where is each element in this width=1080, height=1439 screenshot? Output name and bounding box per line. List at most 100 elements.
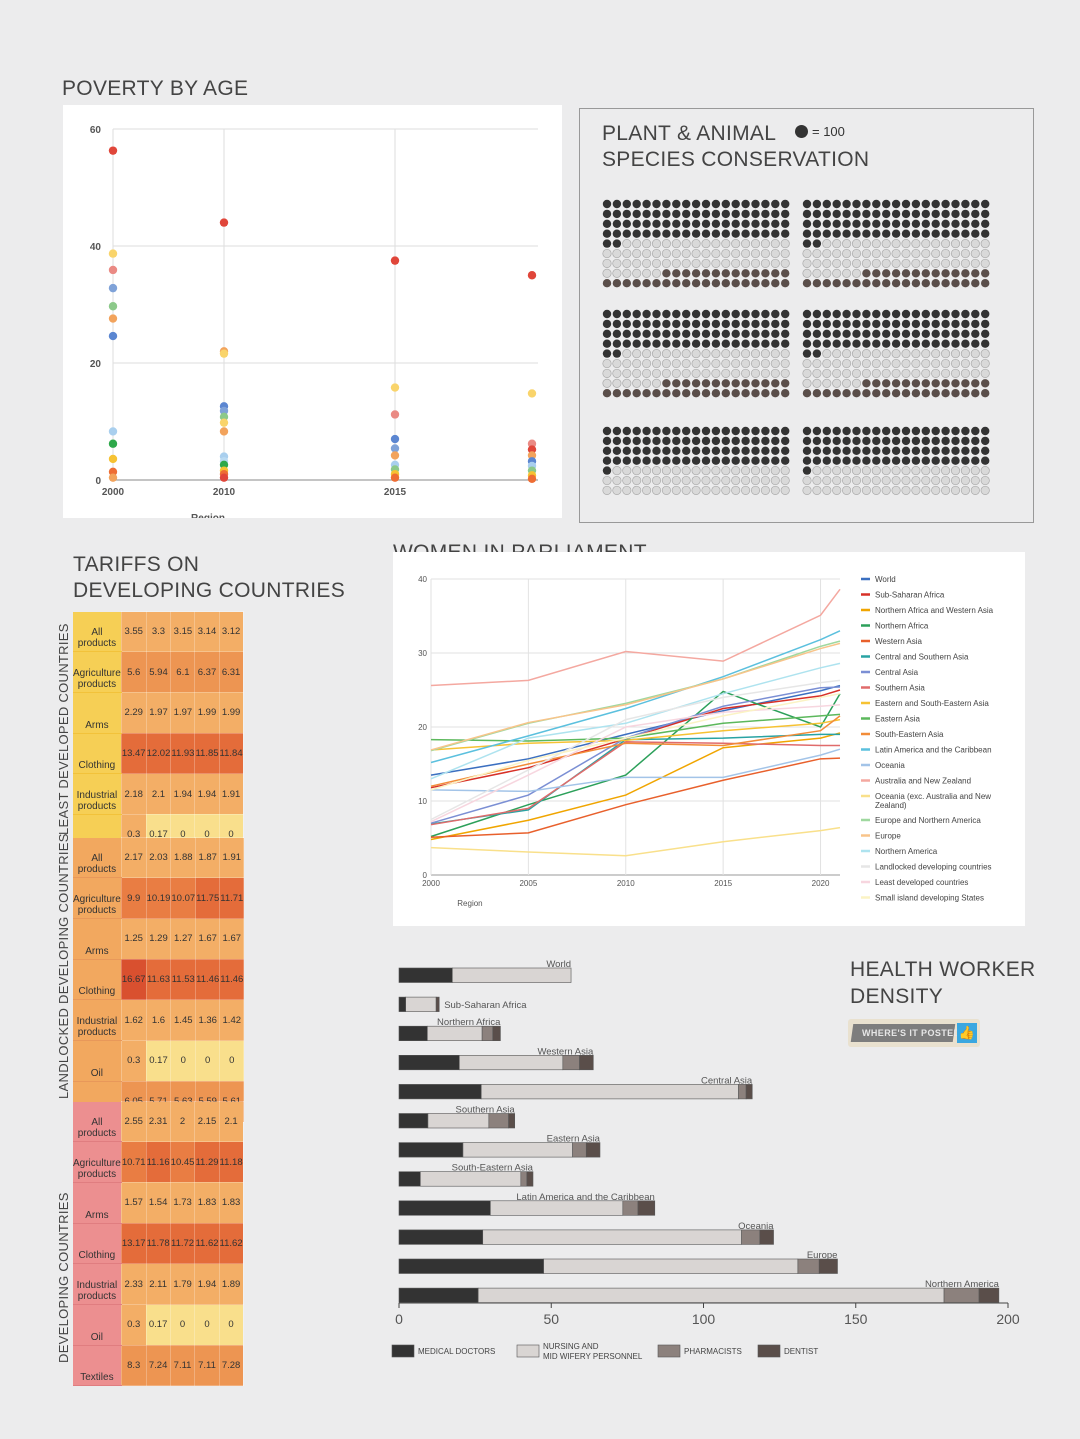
species-dot <box>701 475 711 486</box>
species-dot <box>780 349 790 359</box>
tariff-value-cell: 7.11 <box>169 1344 196 1387</box>
species-dot <box>622 475 632 486</box>
wheres-it-posted-badge[interactable]: WHERE'S IT POSTED? 👍 <box>848 1019 980 1047</box>
species-dot <box>672 389 681 398</box>
species-dot <box>931 358 941 369</box>
species-dot <box>682 209 691 219</box>
species-dot <box>781 426 790 436</box>
species-dot <box>711 279 721 288</box>
species-dot <box>682 456 691 465</box>
species-dot <box>731 436 740 446</box>
species-dot <box>911 319 921 329</box>
tariff-value-cell: 1.67 <box>219 918 245 960</box>
species-dot <box>652 309 661 319</box>
species-dot <box>901 349 911 359</box>
species-dot <box>852 456 861 465</box>
species-dot <box>711 349 721 359</box>
species-dot <box>832 368 842 378</box>
species-dot <box>852 446 861 455</box>
species-dot <box>882 436 891 446</box>
tariff-value-cell: 12.02 <box>145 732 172 775</box>
species-dot <box>862 209 871 219</box>
series-line <box>430 732 841 841</box>
x-tick-label: 2020 <box>812 879 830 888</box>
species-dot <box>832 209 841 219</box>
bar-category-label: South-Eastern Asia <box>452 1163 534 1174</box>
species-dot <box>812 358 822 369</box>
tariff-product-label: Agriculture products <box>73 1141 122 1183</box>
x-tick-label: 2010 <box>213 487 236 498</box>
species-dot <box>671 485 681 495</box>
species-dot <box>862 389 871 398</box>
species-dot <box>642 309 651 319</box>
species-dot <box>711 258 721 268</box>
species-dot <box>731 466 741 476</box>
health-title-line2: DENSITY <box>850 985 944 1008</box>
species-dot <box>851 358 862 369</box>
species-dot <box>842 319 851 329</box>
species-dot <box>862 379 871 388</box>
species-dot <box>602 268 612 278</box>
species-dot <box>612 258 622 268</box>
species-dot <box>941 475 951 486</box>
species-dot <box>671 239 681 249</box>
tariff-group-label: LEAST DEVELOPED COUNTRIES <box>56 623 71 836</box>
legend-swatch <box>516 1344 540 1358</box>
species-dot <box>981 339 990 348</box>
tariff-value-cell: 0 <box>194 1304 220 1346</box>
tariff-value-cell: 11.71 <box>219 877 245 920</box>
species-dot <box>681 349 691 359</box>
bar-segment <box>398 1258 544 1274</box>
species-dot <box>882 209 891 219</box>
species-dot <box>642 329 651 338</box>
bar-segment <box>738 1084 747 1100</box>
bar-segment <box>435 996 440 1012</box>
species-dot <box>711 389 721 398</box>
tariff-value-cell: 1.97 <box>170 691 196 734</box>
bar-segment <box>398 1200 491 1216</box>
species-dot <box>751 446 760 455</box>
species-dot <box>672 199 681 209</box>
species-dot <box>632 349 642 359</box>
legend-label: Eastern Asia <box>875 715 920 724</box>
species-dot <box>711 475 721 486</box>
species-dot <box>842 258 852 268</box>
species-dot <box>612 436 622 446</box>
species-dot <box>602 329 612 338</box>
tariff-product-label: Arms <box>73 1182 122 1224</box>
bar-category-label: Southern Asia <box>456 1105 516 1116</box>
tariff-value-cell: 2.17 <box>120 837 147 879</box>
poverty-chart-panel: 0 20 40 60 2000 2010 2015 Region <box>63 105 562 524</box>
species-dot <box>882 269 891 278</box>
species-dot <box>812 229 822 238</box>
tariff-value-cell: 1.29 <box>145 918 172 960</box>
species-dot <box>862 269 871 278</box>
data-point <box>108 314 118 323</box>
species-dot <box>731 379 740 388</box>
legend-label: Northern Africa and Western Asia <box>875 606 994 615</box>
species-dot <box>911 279 921 288</box>
species-dot <box>691 199 701 209</box>
species-dot <box>891 339 901 348</box>
species-dot <box>612 378 622 388</box>
species-dot <box>691 368 701 378</box>
bar-segment <box>797 1258 820 1274</box>
species-dot <box>921 436 930 446</box>
species-dot <box>721 456 730 465</box>
species-dot <box>832 319 841 329</box>
species-dot <box>941 199 950 209</box>
species-dot <box>950 349 961 359</box>
species-dot <box>642 248 652 259</box>
species-dot <box>761 279 770 288</box>
species-dot <box>711 436 721 446</box>
species-dot <box>971 436 980 446</box>
species-dot <box>961 279 970 288</box>
species-dot <box>672 436 681 446</box>
species-dot <box>961 426 970 436</box>
tariff-row: Textiles 8.3 7.24 7.11 7.11 7.28 <box>73 1344 244 1387</box>
bar-category-label: Oceania <box>738 1221 774 1232</box>
species-dot <box>672 446 681 455</box>
tariff-value-cell: 11.18 <box>218 1141 244 1183</box>
species-dot <box>951 229 960 238</box>
species-dot <box>672 319 681 329</box>
